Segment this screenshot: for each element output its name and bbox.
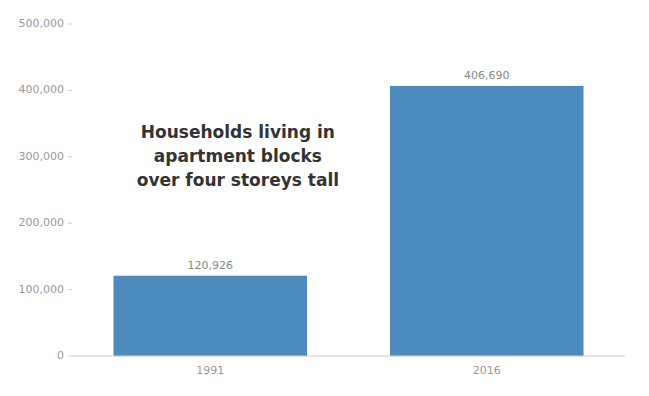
y-tick-label: 100,000 <box>19 283 65 296</box>
y-tick-label: 300,000 <box>19 150 65 163</box>
y-tick <box>68 289 72 290</box>
bars <box>113 86 583 356</box>
annotation-line: apartment blocks <box>154 146 322 166</box>
y-tick-label: 400,000 <box>19 83 65 96</box>
x-tick-label: 2016 <box>473 364 501 377</box>
x-axis-line <box>72 356 625 357</box>
bar <box>113 276 307 356</box>
y-tick-label: 200,000 <box>19 216 65 229</box>
y-tick <box>68 356 72 357</box>
y-axis: 0 100,000 200,000 300,000 400,000 500,000 <box>19 17 73 362</box>
chart-container: 0 100,000 200,000 300,000 400,000 500,000 1991… <box>0 0 649 396</box>
data-label: 406,690 <box>464 69 510 82</box>
y-tick <box>68 223 72 224</box>
x-tick-label: 1991 <box>196 364 224 377</box>
y-tick-label: 0 <box>57 349 64 362</box>
annotation-line: over four storeys tall <box>137 170 339 190</box>
data-label: 120,926 <box>188 259 234 272</box>
chart: 0 100,000 200,000 300,000 400,000 500,000 1991… <box>0 0 649 396</box>
y-tick <box>68 156 72 157</box>
annotation: Households living in apartment blocks over… <box>137 122 339 190</box>
annotation-line: Households living in <box>141 122 335 142</box>
y-tick <box>68 24 72 25</box>
bar <box>390 86 584 356</box>
y-tick <box>68 90 72 91</box>
y-tick-label: 500,000 <box>19 17 65 30</box>
